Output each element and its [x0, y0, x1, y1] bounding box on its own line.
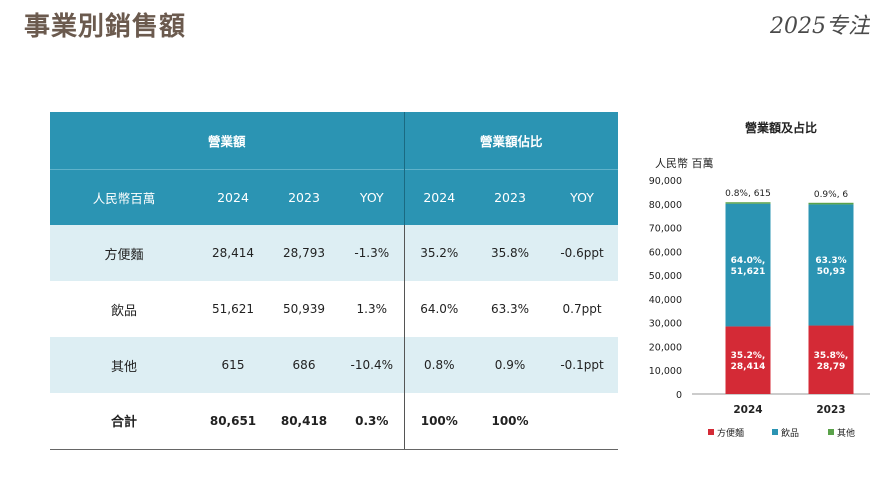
table-cell: 0.3% — [340, 393, 405, 450]
data-label: 50,93 — [817, 267, 845, 277]
bar-segment — [725, 203, 771, 327]
table-cell: 51,621 — [212, 302, 254, 316]
table-cell: -0.6ppt — [560, 246, 604, 260]
y-tick-label: 10,000 — [649, 366, 682, 377]
row-label: 其他 — [110, 359, 137, 375]
table-cell: 100% — [474, 393, 547, 450]
table-cell: 615 — [221, 358, 245, 372]
sales-table: 營業額 營業額佔比 人民幣百萬 2024 2023 YOY 2024 2023 … — [50, 112, 619, 450]
table-cell: 0.7ppt — [562, 302, 602, 316]
table-cell: 0.9% — [494, 358, 526, 372]
data-label: 0.9%, 6 — [814, 190, 849, 200]
table-cell: -1.3% — [354, 246, 390, 260]
x-tick-label: 2024 — [733, 404, 762, 416]
table-cell: 80,418 — [268, 393, 340, 450]
col-header-revenue-yoy: YOY — [340, 168, 405, 225]
y-tick-label: 30,000 — [649, 319, 682, 330]
bar-segment — [725, 202, 771, 204]
table-row-total: 合計 80,651 80,418 0.3% 100% 100% — [50, 393, 619, 450]
table-cell: 1.3% — [356, 302, 388, 316]
group-header-share: 營業額佔比 — [403, 112, 619, 169]
data-label: 35.8%, — [814, 351, 849, 361]
col-header-share-yoy: YOY — [546, 168, 619, 225]
legend-label: 飲品 — [781, 427, 799, 439]
table-cell: 63.3% — [490, 302, 530, 316]
legend-swatch — [828, 429, 834, 435]
table-cell: -0.1ppt — [560, 358, 604, 372]
col-header-share-2023: 2023 — [474, 168, 547, 225]
data-label: 35.2%, — [731, 351, 766, 361]
col-header-revenue-2023: 2023 — [268, 168, 340, 225]
chart-title: 營業額及占比 — [745, 121, 818, 135]
x-tick-label: 2023 — [816, 404, 845, 416]
table-cell: 0.8% — [403, 337, 475, 393]
page-title: 事業別銷售額 — [24, 12, 187, 42]
chart-unit-label: 人民幣 百萬 — [655, 157, 714, 170]
stacked-bar-chart: 0 10,000 20,000 30,000 40,000 50,000 60,000 70,… — [649, 176, 870, 439]
row-label: 方便麵 — [104, 247, 144, 263]
table-cell: 100% — [403, 393, 475, 450]
legend-label: 其他 — [837, 427, 855, 439]
data-label: 64.0%, — [731, 256, 766, 266]
bar-segment — [808, 204, 854, 326]
group-header-revenue: 營業額 — [208, 133, 246, 149]
y-tick-label: 0 — [676, 390, 682, 401]
data-label: 63.3% — [815, 256, 846, 266]
y-tick-label: 80,000 — [649, 200, 682, 211]
table-cell: -10.4% — [350, 358, 393, 372]
table-row: 飲品 51,621 50,939 1.3% 64.0% 63.3% 0.7ppt — [50, 281, 618, 337]
table-cell: 28,414 — [212, 246, 254, 260]
y-tick-label: 90,000 — [649, 176, 682, 187]
table-cell: 28,793 — [283, 246, 325, 260]
table-cell: 686 — [292, 358, 316, 372]
table-cell: 64.0% — [403, 281, 475, 337]
table-row: 其他 615 686 -10.4% 0.8% 0.9% -0.1ppt — [50, 337, 619, 393]
data-label: 28,79 — [817, 362, 845, 372]
table-cell: 35.8% — [490, 246, 530, 260]
table-row: 方便麵 28,414 28,793 -1.3% 35.2% 35.8% -0.6… — [50, 225, 619, 281]
legend-label: 方便麵 — [717, 427, 744, 439]
col-header-share-2024: 2024 — [403, 168, 475, 225]
y-tick-label: 70,000 — [649, 224, 682, 235]
y-tick-label: 60,000 — [649, 247, 682, 258]
y-tick-label: 20,000 — [649, 342, 682, 353]
legend-swatch — [708, 429, 714, 435]
brand-mark: 2025专注 — [770, 14, 870, 39]
data-label: 0.8%, 615 — [725, 189, 771, 199]
data-label: 51,621 — [731, 267, 766, 277]
bar-segment — [808, 202, 854, 205]
table-cell — [546, 393, 619, 450]
row-label: 飲品 — [110, 303, 137, 319]
legend-swatch — [772, 429, 778, 435]
data-label: 28,414 — [731, 362, 766, 372]
table-cell: 80,651 — [198, 393, 268, 450]
bar-segment — [808, 325, 854, 394]
table-cell: 50,939 — [283, 302, 325, 316]
row-label: 合計 — [50, 393, 198, 450]
col-header-revenue-2024: 2024 — [198, 168, 268, 225]
col-header-unit: 人民幣百萬 — [50, 168, 198, 225]
y-tick-label: 40,000 — [649, 295, 682, 306]
bar-segment — [725, 326, 771, 394]
table-cell: 35.2% — [403, 225, 475, 281]
y-tick-label: 50,000 — [649, 271, 682, 282]
